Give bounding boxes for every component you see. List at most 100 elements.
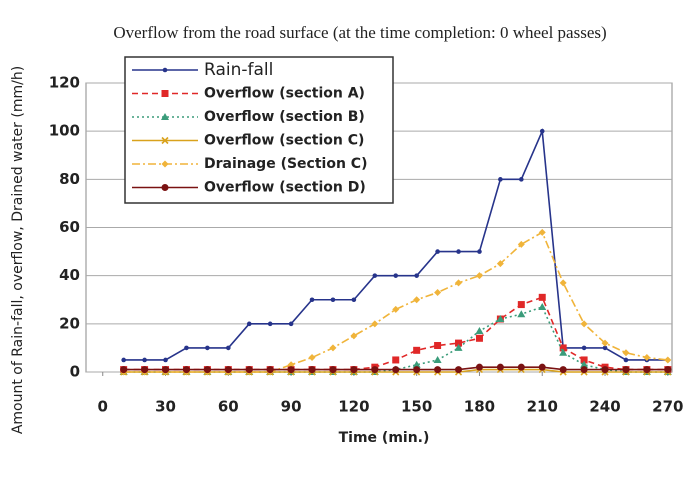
marker [308, 366, 316, 374]
marker [371, 366, 379, 374]
legend-label: Overflow (section A) [204, 86, 365, 102]
marker [329, 344, 337, 352]
x-tick-label: 120 [338, 398, 369, 416]
marker [162, 366, 170, 374]
marker [162, 67, 168, 73]
marker [393, 273, 399, 278]
x-axis-label: Time (min.) [339, 430, 430, 446]
marker [182, 366, 190, 374]
series-line [123, 231, 668, 373]
marker [496, 363, 504, 371]
marker [580, 360, 589, 368]
marker [205, 345, 210, 351]
marker [413, 366, 421, 374]
y-tick-label: 60 [59, 218, 80, 236]
marker [517, 310, 526, 318]
marker [412, 360, 421, 368]
x-tick-label: 240 [589, 398, 620, 416]
marker [455, 279, 463, 287]
marker [245, 366, 253, 374]
marker [538, 293, 546, 301]
marker [372, 273, 378, 278]
marker [287, 366, 295, 374]
legend-label: Overflow (section D) [204, 180, 366, 196]
marker [142, 357, 147, 363]
marker [580, 356, 588, 364]
marker [623, 357, 629, 363]
legend-label: Drainage (Section C) [204, 156, 367, 172]
marker [413, 346, 421, 354]
marker [601, 366, 609, 374]
marker [475, 363, 483, 371]
x-tick-label: 30 [155, 398, 176, 416]
legend: Rain-fall Overflow (section A) Overflow (s… [124, 56, 394, 204]
marker [121, 357, 126, 363]
marker [517, 363, 525, 371]
marker [350, 366, 358, 374]
marker [414, 273, 419, 278]
y-tick-label: 40 [59, 266, 80, 284]
marker [161, 113, 169, 120]
marker [475, 272, 483, 280]
legend-box [124, 56, 394, 204]
marker [455, 339, 463, 347]
marker [392, 305, 400, 313]
marker [351, 297, 357, 303]
marker [163, 357, 168, 363]
marker [643, 366, 651, 374]
marker [496, 260, 504, 268]
y-tick-label: 20 [59, 314, 80, 332]
marker [392, 366, 400, 374]
x-tick-label: 150 [401, 398, 432, 416]
marker [434, 342, 442, 350]
legend-label: Rain-fall [204, 60, 273, 80]
marker [288, 321, 294, 327]
marker [246, 321, 252, 327]
marker [622, 349, 630, 357]
marker [184, 345, 189, 351]
marker [475, 327, 484, 335]
x-tick-label: 60 [218, 398, 239, 416]
marker [643, 354, 651, 362]
marker [539, 128, 545, 134]
marker [602, 345, 608, 351]
marker [308, 354, 316, 362]
marker [477, 249, 482, 254]
marker [456, 249, 461, 254]
marker [538, 363, 546, 371]
marker [559, 348, 568, 356]
marker [517, 240, 525, 248]
marker [580, 320, 588, 328]
marker [498, 177, 503, 182]
x-tick-label: 90 [281, 398, 302, 416]
marker [559, 366, 567, 374]
marker [203, 366, 211, 374]
marker [141, 366, 149, 374]
legend-label: Overflow (section C) [204, 133, 364, 149]
x-tick-label: 270 [652, 398, 683, 416]
legend-label: Overflow (section B) [204, 109, 365, 125]
marker [454, 343, 463, 351]
marker [664, 366, 672, 374]
marker [224, 366, 232, 374]
marker [161, 136, 169, 145]
y-tick-label: 80 [59, 170, 80, 188]
marker [267, 321, 273, 327]
marker [601, 339, 609, 347]
marker [433, 355, 442, 363]
marker [496, 315, 505, 323]
marker [161, 160, 169, 168]
x-tick-label: 210 [527, 398, 558, 416]
marker [475, 334, 483, 342]
marker [517, 301, 525, 309]
marker [392, 356, 400, 364]
marker [559, 279, 567, 287]
marker [330, 297, 336, 303]
marker [161, 90, 169, 97]
marker [622, 366, 630, 374]
y-tick-label: 100 [49, 122, 80, 140]
marker [226, 345, 231, 351]
marker [329, 366, 337, 374]
marker [413, 296, 421, 304]
